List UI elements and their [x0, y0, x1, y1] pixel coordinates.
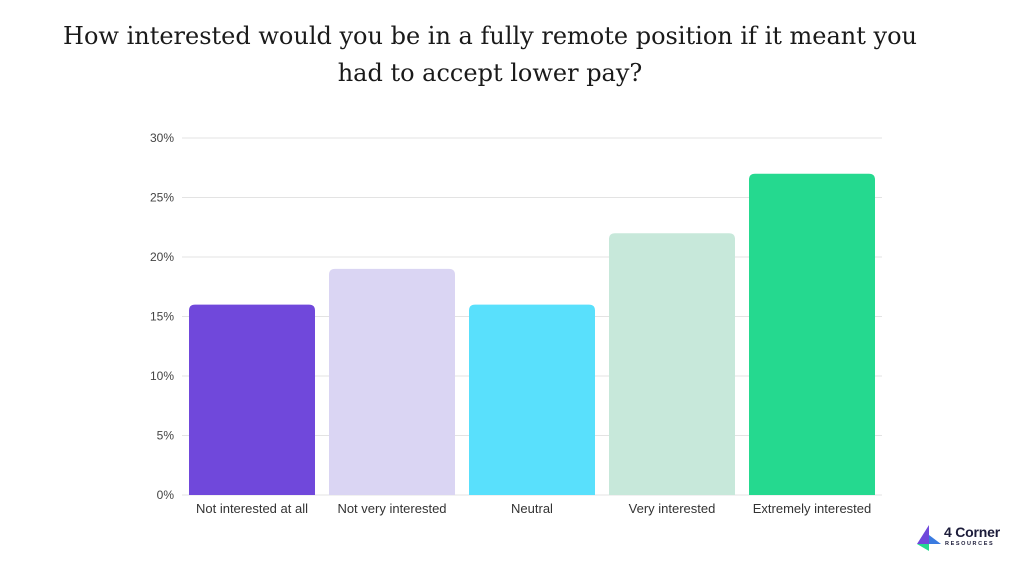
x-category-label: Neutral — [511, 501, 553, 516]
bars — [189, 173, 875, 495]
four-corner-logo-icon — [917, 525, 941, 551]
bar-very-interested — [609, 233, 735, 495]
x-category-label: Not very interested — [337, 501, 446, 516]
chart-title: How interested would you be in a fully r… — [63, 22, 917, 87]
bar-extremely-interested — [749, 173, 875, 495]
y-tick-label: 20% — [150, 250, 174, 264]
y-tick-label: 0% — [157, 488, 175, 502]
x-category-label: Extremely interested — [753, 501, 872, 516]
y-tick-label: 10% — [150, 369, 174, 383]
y-tick-label: 30% — [150, 131, 174, 145]
x-category-label: Not interested at all — [196, 501, 308, 516]
logo-subtitle: RESOURCES — [945, 541, 995, 547]
company-logo: 4 Corner RESOURCES — [914, 522, 1014, 552]
y-tick-label: 15% — [150, 310, 174, 324]
y-tick-label: 5% — [157, 429, 175, 443]
x-category-label: Very interested — [629, 501, 716, 516]
bar-not-very-interested — [329, 268, 455, 495]
bar-not-interested-at-all — [189, 304, 315, 495]
y-tick-label: 25% — [150, 191, 174, 205]
logo-name: 4 Corner — [944, 524, 1000, 540]
y-axis-ticks: 0% 5% 10% 15% 20% 25% 30% — [150, 131, 174, 502]
bar-neutral — [469, 304, 595, 495]
x-axis-labels: Not interested at all Not very interested… — [196, 501, 871, 516]
